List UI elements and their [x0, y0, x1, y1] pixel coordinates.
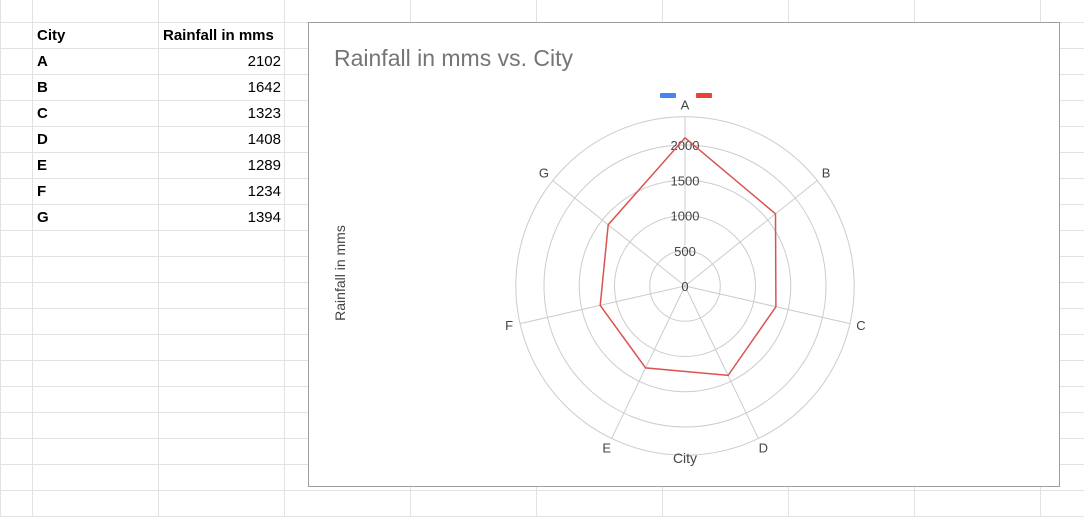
header-city[interactable]: City — [37, 27, 66, 44]
grid-spoke — [684, 285, 759, 439]
radial-tick-label: 500 — [674, 244, 696, 259]
cell-rainfall-e[interactable]: 1289 — [247, 157, 281, 174]
radial-tick-label: 1000 — [671, 209, 700, 224]
chart-title: Rainfall in mms vs. City — [334, 45, 573, 71]
cell-city-c[interactable]: C — [37, 105, 48, 122]
category-label: B — [822, 165, 831, 180]
category-label: D — [759, 441, 768, 456]
category-label: E — [602, 441, 611, 456]
y-axis-label: Rainfall in mms — [332, 225, 348, 321]
x-axis-label: City — [673, 450, 697, 466]
cell-city-f[interactable]: F — [37, 183, 47, 200]
grid-spoke — [611, 285, 686, 439]
cell-city-g[interactable]: G — [37, 209, 49, 226]
cell-rainfall-a[interactable]: 2102 — [247, 53, 281, 70]
header-rainfall[interactable]: Rainfall in mms — [163, 27, 274, 44]
cell-city-e[interactable]: E — [37, 157, 48, 174]
cell-city-d[interactable]: D — [37, 131, 48, 148]
category-label: A — [681, 98, 690, 113]
legend-swatch — [696, 93, 712, 98]
radar-chart: Rainfall in mms vs. City A B C D E F G 0 500 1000 1… — [332, 45, 866, 466]
cell-rainfall-f[interactable]: 1234 — [247, 183, 281, 200]
cell-rainfall-c[interactable]: 1323 — [247, 105, 281, 122]
radial-tick-label: 0 — [681, 279, 688, 294]
cell-rainfall-d[interactable]: 1408 — [247, 131, 281, 148]
grid-spoke — [552, 180, 686, 287]
radial-tick-label: 1500 — [671, 173, 700, 188]
cell-rainfall-g[interactable]: 1394 — [247, 209, 281, 226]
grid-spoke — [519, 285, 686, 325]
grid-spoke — [684, 285, 851, 325]
series-line — [599, 136, 777, 377]
category-label: F — [505, 318, 513, 333]
embedded-chart[interactable]: Rainfall in mms vs. City A B C D E F G 0 500 1000 1… — [308, 22, 1060, 487]
cell-city-b[interactable]: B — [37, 79, 48, 96]
grid-spoke — [684, 180, 818, 287]
category-label: C — [856, 318, 865, 333]
category-label: G — [539, 165, 549, 180]
legend-swatch — [660, 93, 676, 98]
cell-rainfall-b[interactable]: 1642 — [247, 79, 281, 96]
cell-city-a[interactable]: A — [37, 53, 48, 70]
radial-tick-label: 2000 — [671, 138, 700, 153]
